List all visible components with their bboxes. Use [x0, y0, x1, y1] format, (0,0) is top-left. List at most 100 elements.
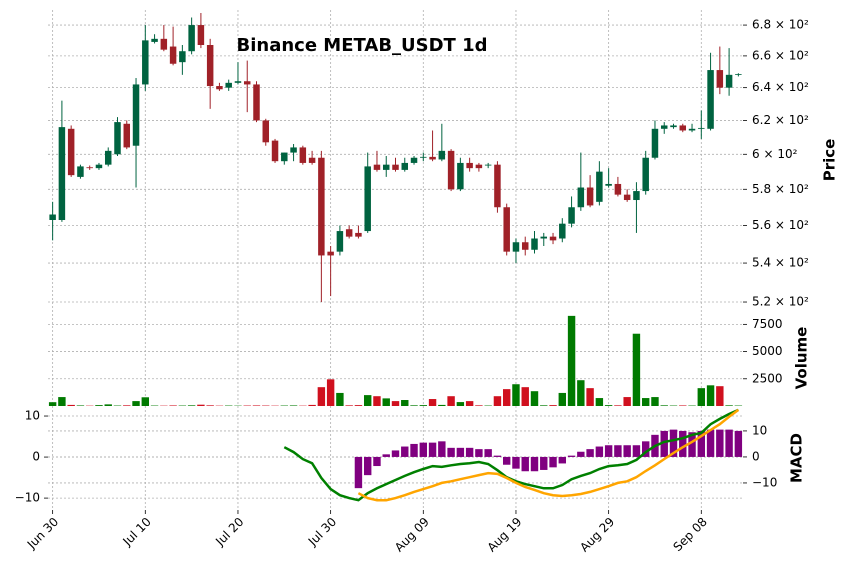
macd-histogram-bar — [521, 456, 529, 472]
macd-histogram-bar — [354, 456, 363, 489]
volume-bar — [456, 402, 465, 406]
candle-body — [596, 171, 603, 202]
volume-bar — [252, 405, 261, 406]
price-tick-label: 5.6 × 10² — [752, 218, 809, 232]
candle-body — [447, 150, 455, 190]
macd-y2-tick-label: −10 — [752, 475, 777, 489]
macd-histogram-bar — [623, 445, 631, 457]
candle-body — [679, 125, 687, 131]
candle-body — [142, 40, 149, 85]
macd-histogram-bar — [363, 456, 372, 476]
candle-body — [86, 167, 93, 169]
candle-body — [188, 25, 195, 52]
macd-histogram-bar — [410, 443, 418, 457]
volume-bar — [76, 405, 85, 406]
candle-body — [355, 232, 362, 237]
candle-body — [392, 164, 399, 170]
macd-histogram-bar — [419, 442, 428, 457]
volume-bar — [475, 405, 483, 406]
volume-bar — [632, 333, 641, 406]
macd-histogram-bar — [632, 445, 641, 457]
volume-bar — [401, 400, 409, 406]
candle-body — [623, 194, 631, 201]
candle-body — [179, 51, 186, 63]
candle-body — [234, 81, 242, 83]
volume-bar — [577, 380, 585, 406]
candle-body — [420, 156, 427, 158]
candle-body — [660, 125, 668, 129]
candle-body — [216, 86, 223, 90]
x-tick-label: Jul 10 — [120, 515, 154, 549]
x-tick-label: Aug 19 — [485, 515, 525, 555]
candle-body — [716, 70, 724, 88]
price-axis-label: Price — [821, 139, 839, 182]
macd-histogram-bar — [549, 456, 557, 468]
candle-body — [707, 70, 714, 129]
macd-histogram-bar — [716, 429, 724, 457]
macd-histogram-bar — [428, 442, 437, 457]
candle-body — [327, 251, 334, 256]
volume-bar — [651, 397, 659, 406]
macd-histogram-bar — [725, 429, 733, 457]
volume-bar — [419, 405, 428, 406]
candle-body — [614, 183, 622, 195]
volume-bar — [104, 404, 112, 406]
macd-histogram-bar — [391, 450, 400, 457]
volume-bar — [697, 388, 706, 406]
candle-body — [494, 164, 501, 208]
volume-bar — [187, 405, 196, 406]
candle-body — [151, 38, 158, 42]
volume-bar — [345, 405, 353, 406]
macd-histogram-bar — [484, 449, 492, 457]
candle-body — [373, 164, 381, 170]
candle-body — [735, 74, 742, 75]
volume-bar — [586, 388, 594, 406]
volume-bar — [530, 391, 539, 406]
volume-bar — [512, 384, 520, 406]
candle-body — [206, 44, 214, 87]
candle-body — [605, 183, 612, 186]
candle-body — [382, 164, 390, 170]
macd-histogram-bar — [456, 447, 465, 457]
volume-bar — [465, 401, 474, 406]
volume-bar — [373, 396, 381, 406]
candle-body — [67, 128, 75, 176]
volume-bar — [679, 405, 687, 406]
price-tick-label: 6.8 × 10² — [752, 18, 809, 32]
volume-bar — [614, 405, 622, 406]
volume-bar — [428, 399, 437, 406]
candle-body — [104, 150, 112, 165]
volume-bar — [363, 395, 372, 406]
volume-bar — [308, 404, 316, 406]
volume-bar — [641, 398, 650, 406]
candle-body — [336, 231, 344, 252]
macd-tick-label: −10 — [15, 491, 40, 505]
candle-body — [169, 46, 177, 64]
macd-histogram-bar — [401, 446, 409, 457]
volume-bar — [438, 404, 446, 406]
volume-bar — [169, 405, 177, 406]
candle-body — [540, 236, 548, 239]
volume-bar — [725, 405, 733, 406]
volume-bar — [354, 405, 363, 406]
macd-histogram-bar — [475, 449, 483, 457]
volume-bar — [206, 405, 214, 406]
volume-bar — [326, 379, 335, 406]
volume-bar — [123, 405, 131, 406]
candle-body — [225, 82, 232, 88]
macd-histogram-bar — [641, 441, 650, 457]
volume-axis-label: Volume — [793, 327, 811, 390]
volume-tick-label: 2500 — [752, 371, 783, 385]
candle-body — [438, 150, 446, 160]
candle-body — [77, 166, 84, 177]
macd-histogram-bar — [447, 447, 455, 457]
volume-bar — [623, 397, 631, 406]
candle-body — [318, 157, 325, 256]
candle-body — [262, 120, 270, 143]
candle-body — [95, 164, 103, 169]
macd-histogram-bar — [465, 447, 474, 457]
macd-tick-label: 10 — [25, 409, 40, 423]
volume-bar — [706, 385, 715, 406]
candle-body — [457, 162, 464, 190]
price-tick-label: 5.2 × 10² — [752, 295, 809, 309]
